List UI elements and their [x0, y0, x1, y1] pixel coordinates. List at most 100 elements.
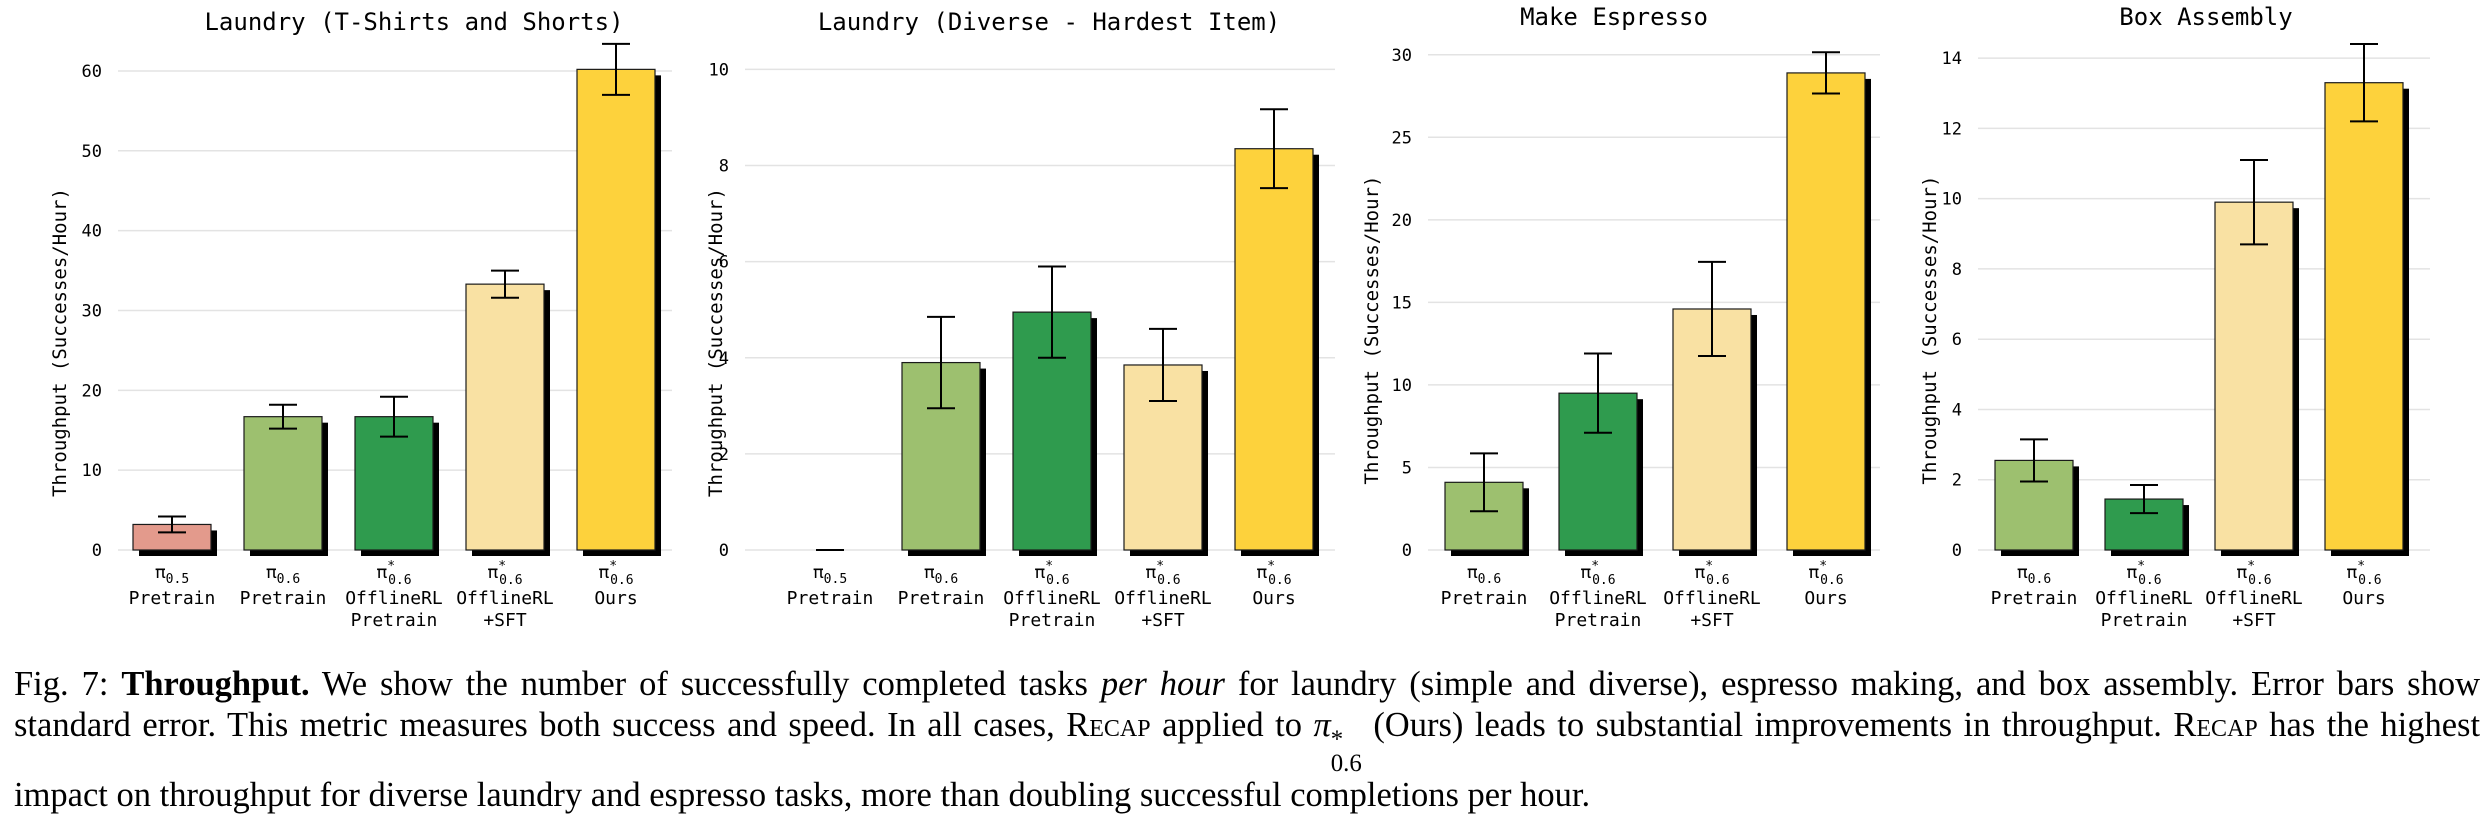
- x-tick-label-line: Pretrain: [2101, 610, 2188, 631]
- chart-title: Box Assembly: [2119, 3, 2292, 31]
- x-tick-label-line: +SFT: [2232, 610, 2276, 631]
- caption-pi-sub: 0.6: [1330, 749, 1362, 777]
- chart-title: Laundry (Diverse - Hardest Item): [818, 8, 1280, 36]
- x-tick-label-line: OfflineRL: [1114, 588, 1212, 609]
- x-tick-symbol: π: [155, 562, 166, 583]
- y-tick-label: 2: [719, 445, 729, 465]
- x-tick-star: *: [1045, 559, 1053, 574]
- y-tick-label: 0: [719, 541, 729, 561]
- x-tick-symbol: π: [1694, 562, 1705, 583]
- caption-bold-title: Throughput.: [121, 665, 310, 703]
- y-tick-label: 20: [1392, 211, 1412, 231]
- x-tick-symbol: π: [2017, 562, 2028, 583]
- x-tick-label-line: Pretrain: [1991, 588, 2078, 609]
- x-tick-label-line: Pretrain: [351, 610, 438, 631]
- x-tick-sub: 0.6: [499, 573, 522, 588]
- chart-title: Laundry (T-Shirts and Shorts): [204, 8, 623, 36]
- x-tick-label-line: OfflineRL: [2205, 588, 2303, 609]
- y-tick-label: 0: [1402, 541, 1412, 561]
- chart-panel-laundry-simple: Laundry (T-Shirts and Shorts) 0 10 20 30 40 50…: [49, 8, 672, 631]
- x-tick-star: *: [387, 559, 395, 574]
- bar: [354, 416, 434, 551]
- x-tick-label: π* 0.6: [2236, 559, 2271, 588]
- x-tick-label-line: OfflineRL: [345, 588, 443, 609]
- y-axis-label: Throughput (Successes/Hour): [49, 188, 71, 497]
- caption-pi-sup: *: [1330, 726, 1344, 754]
- x-tick-label: π* 0.6: [1145, 559, 1180, 588]
- x-tick-label: π0.6: [2017, 562, 2051, 587]
- caption-label: Fig. 7:: [14, 665, 109, 703]
- y-tick-label: 15: [1392, 293, 1412, 313]
- x-tick-label: π* 0.6: [2346, 559, 2381, 588]
- x-tick-label-line: Pretrain: [240, 588, 327, 609]
- x-tick-star: *: [1819, 559, 1827, 574]
- y-tick-label: 40: [82, 222, 102, 242]
- bar: [576, 68, 656, 551]
- x-tick-label-line: Pretrain: [898, 588, 985, 609]
- x-tick-label: π0.5: [155, 562, 189, 587]
- x-tick-label-line: Pretrain: [1555, 610, 1642, 631]
- throughput-figure: Laundry (T-Shirts and Shorts)01020304050…: [49, 3, 2430, 631]
- x-tick-label: π0.6: [1467, 562, 1501, 587]
- x-tick-symbol: π: [1808, 562, 1819, 583]
- caption-text-4: (Ours) leads to substantial improvements…: [1373, 706, 2162, 744]
- x-tick-label-line: Pretrain: [129, 588, 216, 609]
- x-tick-label-line: +SFT: [1141, 610, 1185, 631]
- x-tick-symbol: π: [598, 562, 609, 583]
- x-tick-sub: 0.6: [1592, 573, 1615, 588]
- caption-recap-1: Recap: [1066, 706, 1151, 744]
- y-tick-label: 10: [1392, 376, 1412, 396]
- x-tick-label-line: OfflineRL: [1003, 588, 1101, 609]
- chart-panel-laundry-diverse: Laundry (Diverse - Hardest Item) 0 2 4 6 8 10 T…: [705, 8, 1335, 631]
- x-tick-label-line: OfflineRL: [456, 588, 554, 609]
- x-tick-label-line: Pretrain: [787, 588, 874, 609]
- caption-recap-2: Recap: [2173, 706, 2258, 744]
- y-axis-label: Throughput (Successes/Hour): [1919, 176, 1941, 485]
- caption-text-2: for laundry (simple and diverse), espres…: [14, 665, 2481, 744]
- x-tick-sub: 0.5: [166, 572, 189, 587]
- figure-caption: Fig. 7: Throughput. We show the number o…: [14, 664, 2480, 816]
- x-tick-sub: 0.6: [610, 573, 633, 588]
- x-tick-label-line: Ours: [594, 588, 637, 609]
- bar: [901, 361, 981, 551]
- x-tick-sub: 0.6: [2028, 572, 2051, 587]
- x-tick-label-line: OfflineRL: [1549, 588, 1647, 609]
- x-tick-label: π* 0.6: [1034, 559, 1069, 588]
- x-tick-label-line: Pretrain: [1441, 588, 1528, 609]
- y-tick-label: 6: [719, 253, 729, 273]
- x-tick-label-line: +SFT: [1690, 610, 1734, 631]
- x-tick-sub: 0.6: [935, 572, 958, 587]
- x-tick-sub: 0.6: [1706, 573, 1729, 588]
- x-tick-symbol: π: [813, 562, 824, 583]
- y-tick-label: 10: [1942, 190, 1962, 210]
- x-tick-star: *: [1156, 559, 1164, 574]
- x-tick-symbol: π: [1467, 562, 1478, 583]
- x-tick-label-line: Ours: [2342, 588, 2385, 609]
- y-tick-label: 10: [709, 60, 729, 80]
- x-tick-label-line: Ours: [1804, 588, 1847, 609]
- x-tick-star: *: [498, 559, 506, 574]
- y-axis-label: Throughput (Successes/Hour): [705, 188, 727, 497]
- x-tick-label-line: Ours: [1252, 588, 1295, 609]
- x-tick-sub: 0.6: [388, 573, 411, 588]
- x-tick-star: *: [2137, 559, 2145, 574]
- bar: [2324, 82, 2404, 551]
- chart-panel-espresso: Make Espresso 0 5 10 15 20 25 30 Throughput (Suc…: [1361, 3, 1880, 631]
- y-tick-label: 14: [1942, 49, 1962, 69]
- x-tick-label: π0.6: [266, 562, 300, 587]
- caption-italic: per hour: [1100, 665, 1225, 703]
- x-tick-label: π* 0.6: [2126, 559, 2161, 588]
- y-tick-label: 0: [92, 541, 102, 561]
- bar: [243, 416, 323, 551]
- x-tick-label: π* 0.6: [1808, 559, 1843, 588]
- x-tick-label: π0.5: [813, 562, 847, 587]
- y-axis-label: Throughput (Successes/Hour): [1361, 176, 1383, 485]
- y-tick-label: 10: [82, 461, 102, 481]
- x-tick-sub: 0.6: [2138, 573, 2161, 588]
- x-tick-sub: 0.6: [1046, 573, 1069, 588]
- x-tick-label: π0.6: [924, 562, 958, 587]
- y-tick-label: 50: [82, 142, 102, 162]
- y-tick-label: 30: [1392, 46, 1412, 66]
- y-tick-label: 4: [719, 349, 729, 369]
- x-tick-label: π* 0.6: [1694, 559, 1729, 588]
